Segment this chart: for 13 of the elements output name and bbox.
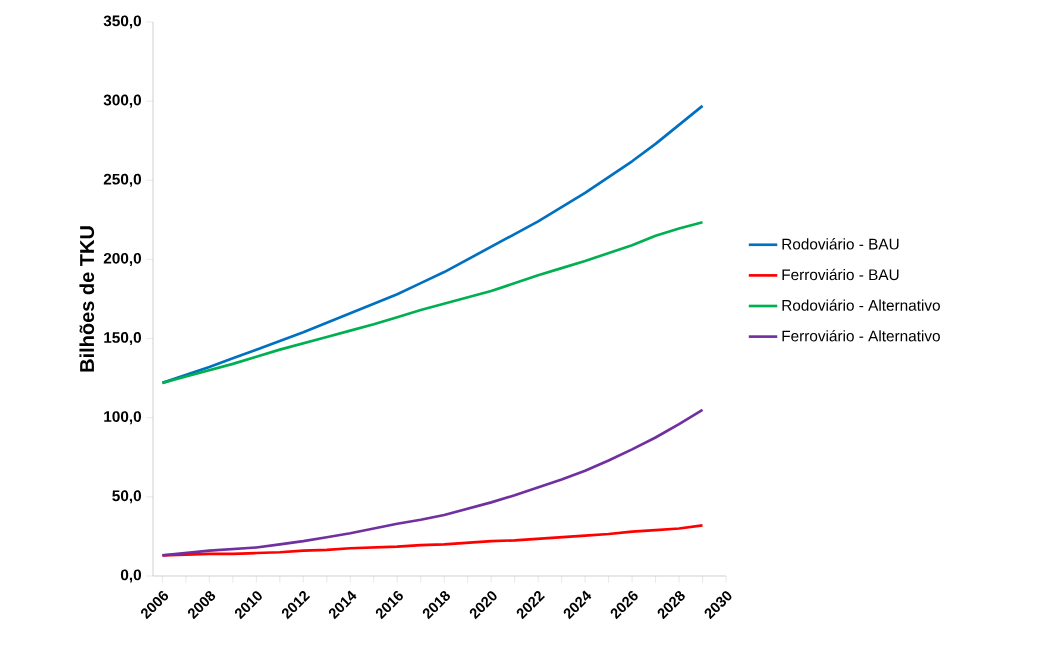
y-tick-label: 300,0: [103, 94, 142, 108]
legend-label: Ferroviário - BAU: [782, 268, 899, 281]
y-tick-label: 100,0: [104, 411, 142, 425]
y-tick-label: 250,0: [103, 173, 142, 187]
y-axis-title: Bilhões de TKU: [79, 226, 95, 372]
y-tick-label: 150,0: [104, 332, 142, 346]
y-tick-label: 350,0: [103, 15, 142, 29]
legend-label: Rodoviário - Alternativo: [782, 299, 940, 311]
legend-label: Ferroviário - Alternativo: [782, 329, 940, 342]
y-tick-label: 50,0: [112, 490, 142, 504]
y-tick-label: 200,0: [103, 252, 142, 266]
y-tick-label: 0,0: [120, 569, 142, 583]
legend-label: Rodoviário - BAU: [782, 238, 899, 250]
